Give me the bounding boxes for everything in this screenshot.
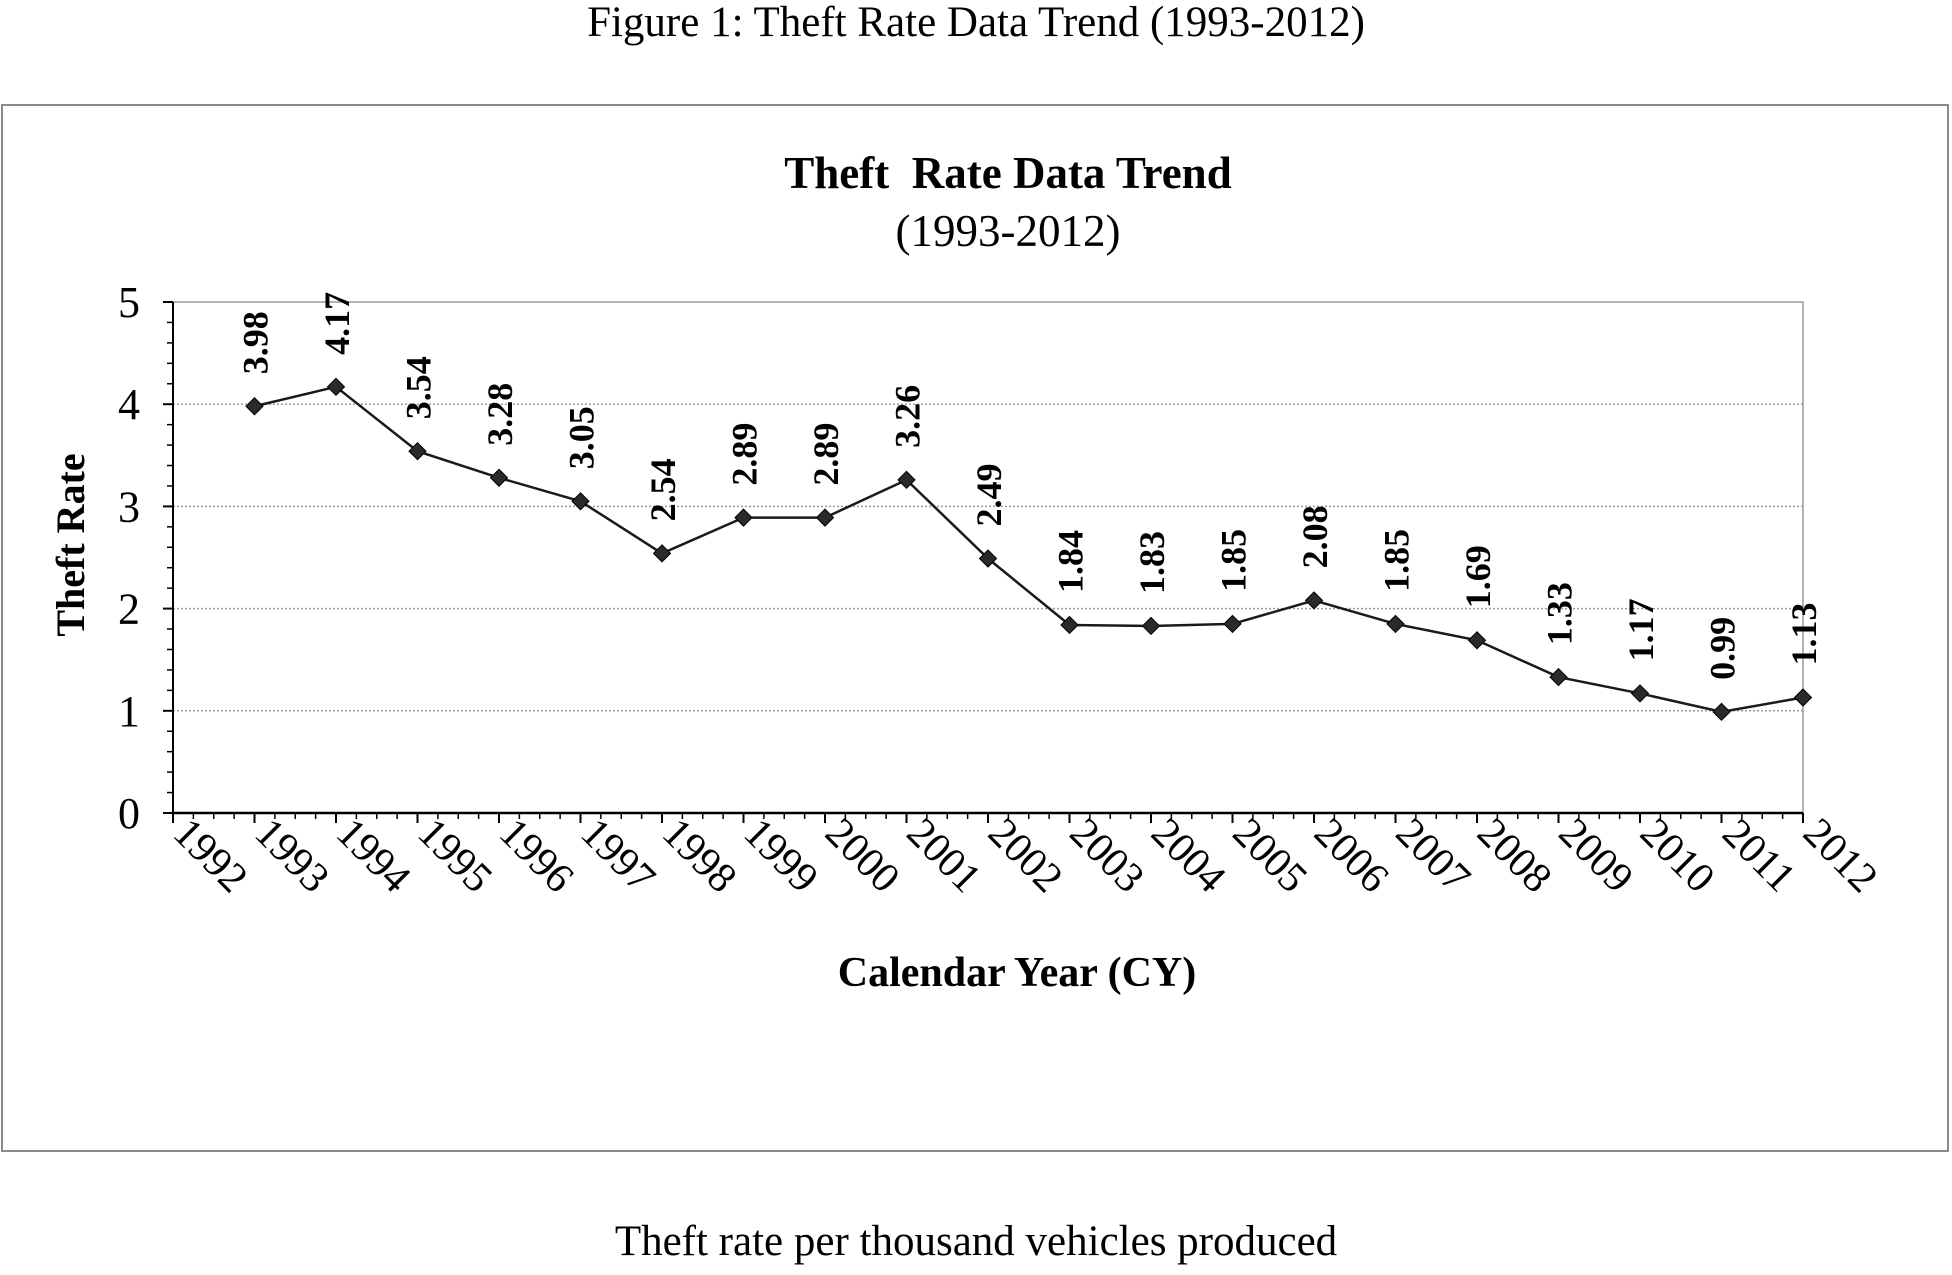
data-point bbox=[734, 508, 753, 527]
x-tick-label: 1994 bbox=[327, 810, 419, 902]
x-tick-label: 2009 bbox=[1550, 810, 1642, 902]
data-label: 2.08 bbox=[1295, 505, 1335, 568]
data-label: 1.69 bbox=[1458, 545, 1498, 608]
data-label: 3.26 bbox=[888, 385, 928, 448]
data-point bbox=[1712, 702, 1731, 722]
series-line bbox=[254, 385, 1804, 714]
data-point bbox=[489, 468, 509, 487]
figure-caption: Figure 1: Theft Rate Data Trend (1993-20… bbox=[587, 0, 1365, 46]
data-label: 1.17 bbox=[1621, 598, 1661, 661]
data-point bbox=[326, 377, 346, 397]
data-point bbox=[245, 397, 264, 416]
data-point bbox=[1141, 616, 1161, 636]
data-label: 3.05 bbox=[562, 406, 602, 469]
data-point bbox=[1223, 614, 1242, 634]
x-tick-label: 2006 bbox=[1305, 810, 1397, 902]
x-tick-label: 1996 bbox=[490, 810, 582, 902]
x-tick-label: 2004 bbox=[1142, 810, 1234, 902]
x-tick-label: 2002 bbox=[979, 810, 1071, 902]
data-label: 2.49 bbox=[969, 464, 1009, 527]
x-tick-label: 1997 bbox=[572, 810, 664, 902]
axis-layer: 0123451992199319941995199619971998199920… bbox=[118, 278, 1886, 902]
x-tick-label: 2001 bbox=[898, 810, 990, 902]
data-label: 3.28 bbox=[480, 383, 520, 446]
data-label: 2.54 bbox=[643, 458, 683, 521]
x-tick-label: 2012 bbox=[1794, 810, 1886, 902]
x-axis-label: Calendar Year (CY) bbox=[838, 950, 1197, 996]
data-point bbox=[1386, 614, 1405, 634]
data-point bbox=[1304, 591, 1324, 610]
y-tick-label: 4 bbox=[118, 380, 140, 429]
data-point bbox=[1549, 667, 1568, 687]
data-label: 3.54 bbox=[399, 356, 439, 419]
data-label: 1.84 bbox=[1051, 530, 1091, 593]
data-point bbox=[1060, 615, 1079, 635]
x-tick-label: 2008 bbox=[1468, 810, 1560, 902]
data-point bbox=[815, 508, 835, 527]
x-tick-label: 2007 bbox=[1387, 810, 1479, 902]
chart-frame bbox=[1, 104, 1949, 1152]
x-tick-label: 2010 bbox=[1631, 810, 1723, 902]
data-label: 2.89 bbox=[806, 423, 846, 486]
data-point bbox=[978, 549, 998, 568]
x-tick-label: 2003 bbox=[1061, 810, 1153, 902]
x-tick-label: 1998 bbox=[653, 810, 745, 902]
series-layer bbox=[245, 377, 1813, 722]
footer-note: Theft rate per thousand vehicles produce… bbox=[614, 1218, 1338, 1265]
data-point bbox=[1630, 684, 1650, 703]
x-tick-label: 2005 bbox=[1224, 810, 1316, 902]
data-label: 3.98 bbox=[236, 311, 276, 374]
data-point bbox=[571, 492, 590, 511]
data-point bbox=[1467, 631, 1487, 650]
data-label: 1.85 bbox=[1377, 529, 1417, 592]
x-tick-label: 2000 bbox=[816, 810, 908, 902]
data-point bbox=[652, 544, 672, 563]
y-tick-label: 2 bbox=[118, 585, 140, 634]
data-label: 1.33 bbox=[1540, 582, 1580, 645]
data-point bbox=[1793, 688, 1813, 707]
y-tick-label: 0 bbox=[118, 789, 140, 838]
data-label: 1.85 bbox=[1214, 529, 1254, 592]
x-tick-label: 1999 bbox=[735, 810, 827, 902]
y-tick-label: 3 bbox=[118, 482, 140, 531]
data-point bbox=[897, 470, 916, 490]
y-axis-label: Theft Rate bbox=[48, 453, 93, 636]
x-tick-label: 1992 bbox=[164, 810, 256, 902]
label-layer: 3.98 4.17 3.54 3.28 3.05 2.54 2.89 2.89 3.26 2.49… bbox=[236, 292, 1825, 680]
y-tick-label: 5 bbox=[118, 278, 140, 327]
data-label: 1.83 bbox=[1132, 531, 1172, 594]
y-tick-label: 1 bbox=[118, 687, 140, 736]
x-tick-label: 1995 bbox=[409, 810, 501, 902]
data-label: 1.13 bbox=[1784, 603, 1824, 666]
data-label: 4.17 bbox=[317, 292, 357, 355]
chart-title: Theft Rate Data Trend bbox=[784, 148, 1231, 198]
x-tick-label: 2011 bbox=[1713, 810, 1804, 901]
data-point bbox=[408, 442, 427, 461]
chart-subtitle: (1993-2012) bbox=[896, 206, 1121, 256]
data-label: 0.99 bbox=[1703, 617, 1743, 680]
data-label: 2.89 bbox=[725, 423, 765, 486]
x-tick-label: 1993 bbox=[246, 810, 338, 902]
